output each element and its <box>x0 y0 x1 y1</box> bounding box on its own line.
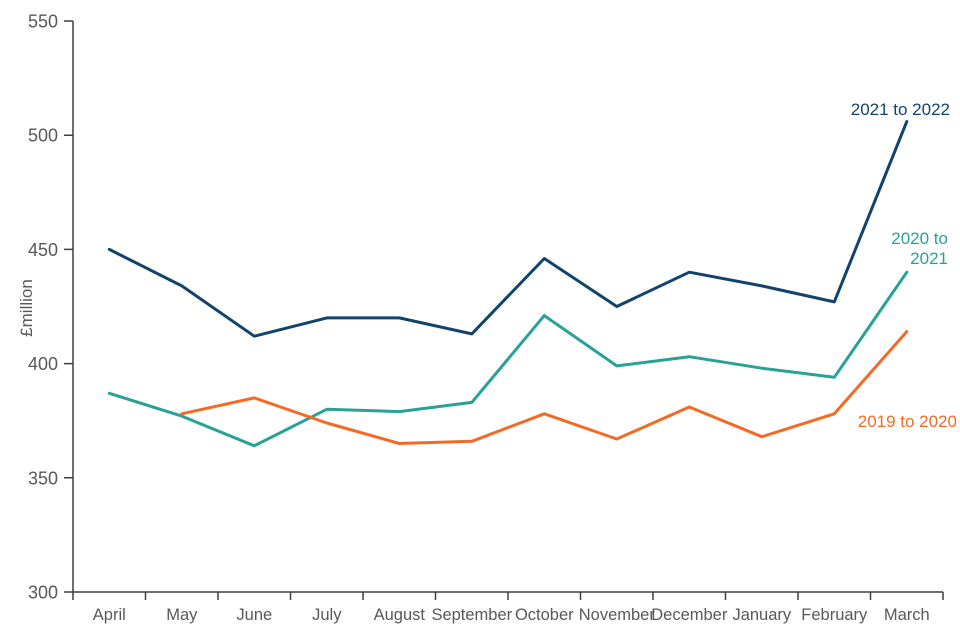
y-tick-label: 500 <box>28 126 58 146</box>
line-2020-to-2021 <box>107 270 909 448</box>
x-tick-label: November <box>579 606 656 624</box>
x-tick-label: April <box>93 606 126 624</box>
x-tick-label: March <box>884 606 930 624</box>
x-tick-label: December <box>651 606 728 624</box>
x-tick-label: May <box>166 606 198 624</box>
x-tick-label: September <box>431 606 512 624</box>
x-tick-label: June <box>236 606 272 624</box>
x-tick-label: July <box>312 606 342 624</box>
y-tick-label: 350 <box>28 468 58 488</box>
y-tick-label: 400 <box>28 354 58 374</box>
axes <box>64 20 944 600</box>
x-tick-label: February <box>801 606 868 624</box>
y-tick-label: 450 <box>28 240 58 260</box>
y-tick-label: 550 <box>28 12 58 32</box>
series-label-2019-to-2020: 2019 to 2020 <box>857 412 957 431</box>
y-tick-label: 300 <box>28 583 58 603</box>
x-tick-label: October <box>515 606 574 624</box>
series-label-2020-to-2021: 2020 to 2021 <box>891 229 948 269</box>
line-2021-to-2022 <box>107 120 909 338</box>
series-label-2021-to-2022: 2021 to 2022 <box>850 100 950 119</box>
line-2019-to-2020 <box>180 330 909 445</box>
y-axis-title: £million <box>17 279 36 337</box>
x-tick-label: August <box>374 606 426 624</box>
x-tick-label: January <box>732 606 791 624</box>
